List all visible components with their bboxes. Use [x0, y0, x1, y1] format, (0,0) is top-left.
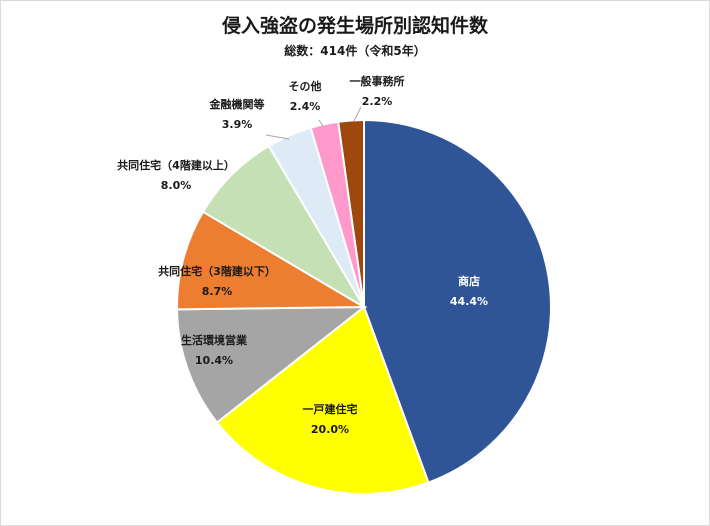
slice-value-label: 8.0% [161, 179, 192, 192]
pie-slice [363, 118, 552, 484]
chart-title: 侵入強盗の発生場所別認知件数 [221, 15, 488, 37]
slice-label: 共同住宅（3階建以下） [158, 264, 276, 278]
slice-label: 生活環境営業 [181, 333, 248, 347]
slice-label: その他 [289, 79, 322, 93]
slice-label: 商店 [458, 274, 480, 288]
pie-slice [201, 144, 365, 308]
leader-line [318, 119, 324, 127]
slice-label: 一般事務所 [350, 74, 405, 88]
slice-value-label: 2.2% [362, 95, 393, 108]
slice-value-label: 8.7% [202, 285, 233, 298]
chart-subtitle: 総数：414件（令和5年） [284, 44, 426, 58]
slice-label: 金融機関等 [209, 97, 265, 111]
slice-value-label: 44.4% [450, 295, 488, 308]
slice-value-label: 10.4% [195, 354, 233, 367]
slice-label: 一戸建住宅 [303, 402, 358, 416]
pie-slice [176, 210, 368, 311]
leader-line [265, 134, 290, 140]
pie-slice [175, 305, 367, 424]
slice-value-label: 3.9% [222, 118, 253, 131]
pie-slice [215, 305, 430, 495]
pie-slice [337, 118, 365, 308]
leader-line [353, 106, 362, 122]
slice-value-label: 20.0% [311, 423, 349, 436]
slice-label: 共同住宅（4階建以上） [117, 158, 235, 172]
slice-value-label: 2.4% [290, 100, 321, 113]
